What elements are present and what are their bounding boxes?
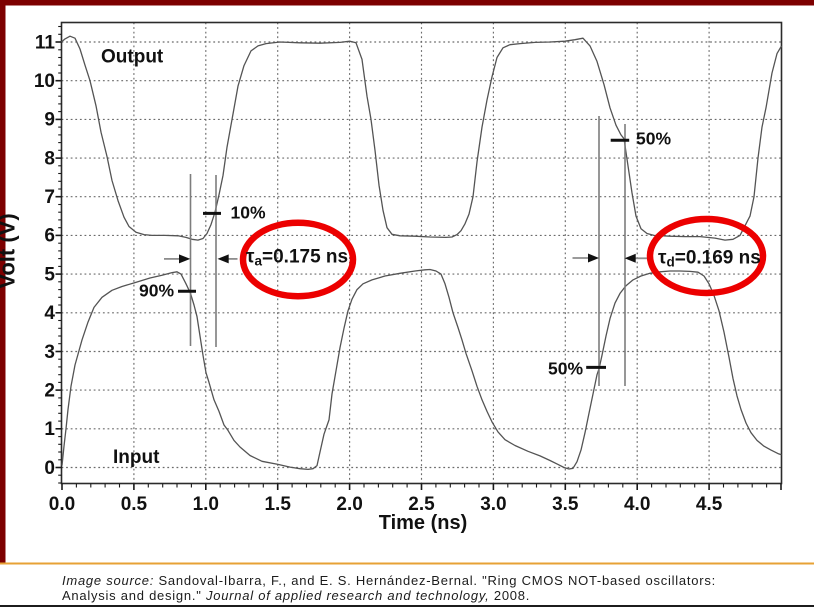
svg-text:3: 3 (44, 342, 55, 363)
svg-text:1: 1 (44, 419, 55, 440)
svg-text:Input: Input (113, 447, 160, 468)
svg-text:9: 9 (44, 110, 55, 131)
svg-text:0.0: 0.0 (49, 494, 75, 515)
svg-text:3.0: 3.0 (480, 494, 506, 515)
svg-text:10: 10 (34, 71, 55, 92)
svg-text:10%: 10% (231, 203, 266, 223)
svg-text:Image source: Sandoval-Ibarra,: Image source: Sandoval-Ibarra, F., and E… (62, 573, 716, 588)
svg-text:5: 5 (44, 264, 55, 285)
svg-text:2.5: 2.5 (408, 494, 435, 515)
svg-text:6: 6 (44, 226, 55, 247)
svg-text:Time (ns): Time (ns) (379, 512, 468, 534)
svg-text:2: 2 (44, 380, 55, 401)
svg-text:7: 7 (44, 187, 55, 208)
svg-text:3.5: 3.5 (552, 494, 579, 515)
svg-text:50%: 50% (636, 128, 671, 148)
svg-text:1.5: 1.5 (264, 494, 291, 515)
svg-text:50%: 50% (548, 359, 583, 379)
svg-text:Analysis and design." Journal: Analysis and design." Journal of applied… (62, 588, 530, 603)
svg-text:Volt (V): Volt (V) (0, 213, 20, 288)
svg-text:0.5: 0.5 (121, 494, 148, 515)
svg-text:0: 0 (44, 458, 55, 479)
svg-text:Output: Output (101, 47, 164, 68)
svg-text:4: 4 (44, 303, 55, 324)
svg-text:2.0: 2.0 (336, 494, 362, 515)
svg-text:11: 11 (35, 32, 56, 53)
svg-text:90%: 90% (139, 281, 174, 301)
svg-text:8: 8 (44, 148, 55, 169)
svg-text:τa=0.175 ns: τa=0.175 ns (246, 247, 348, 269)
svg-text:4.0: 4.0 (624, 494, 650, 515)
svg-text:τd=0.169 ns: τd=0.169 ns (658, 248, 761, 270)
svg-text:4.5: 4.5 (696, 494, 723, 515)
svg-text:1.0: 1.0 (193, 494, 219, 515)
